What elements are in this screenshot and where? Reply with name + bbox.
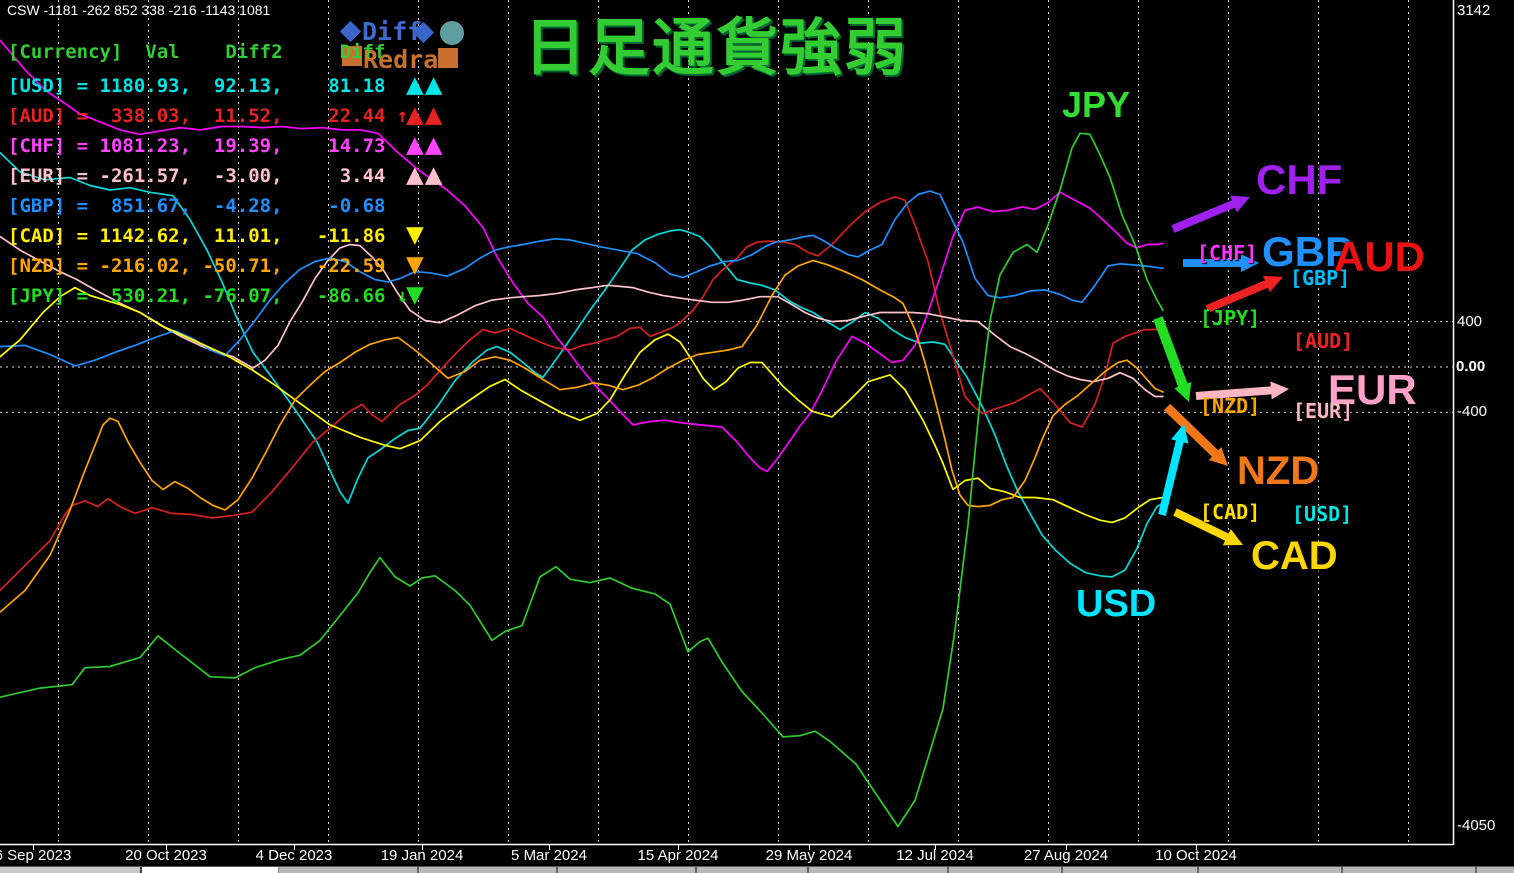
diff-button[interactable]: Diff bbox=[362, 17, 423, 46]
trend-triangle-icon: ▲▲ bbox=[406, 162, 444, 188]
currency-callout-aud[interactable]: AUD bbox=[1334, 233, 1425, 280]
series-tag-jpy[interactable]: [JPY] bbox=[1200, 306, 1261, 330]
scrollbar-thumb[interactable] bbox=[142, 867, 279, 873]
trend-triangle-icon: ▲▲ bbox=[406, 102, 444, 128]
usd-arrow-head[interactable] bbox=[1171, 424, 1189, 444]
legend-header: [Currency] Val Diff2 Diff bbox=[8, 41, 386, 63]
legend-row-text: [USD] = 1180.93, 92.13, 81.18 bbox=[8, 75, 386, 97]
series-tag-chf[interactable]: [CHF] bbox=[1197, 241, 1258, 265]
trend-triangle-icon: ▼ bbox=[406, 252, 425, 278]
legend-row-eur: [EUR] = -261.57, -3.00, 3.44 ▲▲ bbox=[8, 162, 442, 188]
currency-callout-nzd[interactable]: NZD bbox=[1237, 449, 1320, 493]
legend-row-text: [EUR] = -261.57, -3.00, 3.44 bbox=[8, 165, 386, 187]
series-tag-nzd[interactable]: [NZD] bbox=[1200, 394, 1261, 418]
series-tag-aud[interactable]: [AUD] bbox=[1293, 329, 1354, 353]
date-label: 19 Jan 2024 bbox=[380, 847, 464, 864]
trend-triangle-icon: ▲▲ bbox=[406, 72, 444, 98]
eur-arrow-head[interactable] bbox=[1270, 381, 1289, 400]
jpy-arrow[interactable] bbox=[1153, 316, 1189, 390]
legend-row-gbp: [GBP] = 851.67, -4.28, -0.68 bbox=[8, 195, 386, 217]
scrollbar-tick bbox=[1197, 867, 1199, 873]
date-label: 15 Apr 2024 bbox=[637, 847, 719, 864]
legend-row-text: [NZD] = -216.02, -50.71, -22.59 bbox=[8, 255, 386, 277]
series-usd[interactable] bbox=[0, 151, 1164, 578]
legend-row-aud: [AUD] = 338.03, 11.52, 22.44 ↑ ▲▲ bbox=[8, 102, 442, 128]
legend-row-chf: [CHF] = 1081.23, 19.39, 14.73 ▲▲ bbox=[8, 132, 442, 158]
scrollbar-tick bbox=[1061, 867, 1063, 873]
chf-arrow-head[interactable] bbox=[1229, 195, 1250, 213]
currency-callout-chf[interactable]: CHF bbox=[1256, 156, 1343, 203]
legend-row-text: [CHF] = 1081.23, 19.39, 14.73 bbox=[8, 135, 386, 157]
circle-button-icon[interactable] bbox=[440, 21, 464, 45]
aud-arrow[interactable] bbox=[1205, 279, 1271, 313]
trend-triangle-icon: ▼ bbox=[406, 222, 425, 248]
redraw-square-right-icon[interactable] bbox=[438, 48, 458, 68]
chart-title: 日足通貨強弱 bbox=[524, 11, 909, 84]
redraw-square-left-icon[interactable] bbox=[342, 46, 362, 66]
cad-arrow[interactable] bbox=[1173, 508, 1232, 543]
price-label-0.00: 0.00 bbox=[1456, 358, 1486, 375]
series-tag-gbp[interactable]: [GBP] bbox=[1290, 266, 1351, 290]
date-label: 10 Oct 2024 bbox=[1155, 847, 1237, 864]
usd-arrow[interactable] bbox=[1158, 437, 1185, 516]
scrollbar-tick bbox=[1341, 867, 1343, 873]
trend-triangle-icon: ▼ bbox=[406, 282, 425, 308]
scrollbar-segment-left[interactable] bbox=[0, 867, 142, 873]
date-label: 6 Sep 2023 bbox=[0, 847, 72, 864]
aud-arrow-head[interactable] bbox=[1262, 275, 1283, 293]
series-chf[interactable] bbox=[0, 39, 1164, 473]
legend-row-text: [CAD] = 1142.62, 11.01, -11.86 bbox=[8, 225, 386, 247]
scrollbar-tick bbox=[807, 867, 809, 873]
scrollbar-tick bbox=[556, 867, 558, 873]
currency-callout-usd[interactable]: USD bbox=[1076, 583, 1157, 625]
series-jpy[interactable] bbox=[0, 132, 1164, 828]
date-label: 4 Dec 2023 bbox=[255, 847, 333, 864]
series-cad[interactable] bbox=[0, 286, 1164, 524]
cad-arrow-head[interactable] bbox=[1222, 529, 1243, 546]
series-nzd[interactable] bbox=[0, 259, 1164, 613]
price-label--4050: -4050 bbox=[1457, 817, 1496, 835]
chf-arrow[interactable] bbox=[1171, 199, 1238, 233]
scrollbar-tick bbox=[947, 867, 949, 873]
date-label: 27 Aug 2024 bbox=[1023, 847, 1109, 864]
gbp-arrow-head[interactable] bbox=[1241, 254, 1259, 272]
date-label: 12 Jul 2024 bbox=[896, 847, 974, 864]
scrollbar-tick bbox=[1475, 867, 1477, 873]
series-tag-eur[interactable]: [EUR] bbox=[1293, 399, 1354, 423]
series-tag-cad[interactable]: [CAD] bbox=[1200, 500, 1261, 524]
series-tag-usd[interactable]: [USD] bbox=[1292, 502, 1353, 526]
series-aud[interactable] bbox=[0, 195, 1164, 592]
currency-callout-cad[interactable]: CAD bbox=[1251, 534, 1338, 578]
scrollbar-tick bbox=[695, 867, 697, 873]
nzd-arrow[interactable] bbox=[1163, 403, 1221, 459]
jpy-arrow-head[interactable] bbox=[1174, 381, 1192, 402]
currency-callout-jpy[interactable]: JPY bbox=[1062, 84, 1131, 125]
legend-row-jpy: [JPY] = 530.21, -76.07, -86.66 ↓ ▼ bbox=[8, 282, 424, 308]
date-label: 5 Mar 2024 bbox=[511, 847, 587, 864]
nzd-arrow-head[interactable] bbox=[1208, 447, 1228, 466]
series-eur[interactable] bbox=[0, 235, 1164, 398]
legend-row-text: [GBP] = 851.67, -4.28, -0.68 bbox=[8, 195, 386, 217]
series-gbp[interactable] bbox=[0, 190, 1164, 367]
currency-callout-gbp[interactable]: GBP bbox=[1262, 228, 1354, 275]
trend-triangle-icon: ▲▲ bbox=[406, 132, 444, 158]
legend-row-text: [JPY] = 530.21, -76.07, -86.66 ↓ bbox=[8, 285, 409, 307]
scrollbar-tick bbox=[417, 867, 419, 873]
legend-row-usd: [USD] = 1180.93, 92.13, 81.18 ▲▲ bbox=[8, 72, 442, 98]
price-label--400: -400 bbox=[1457, 403, 1488, 421]
eur-arrow[interactable] bbox=[1195, 386, 1275, 400]
price-label-3142: 3142 bbox=[1457, 1, 1491, 19]
date-label: 20 Oct 2023 bbox=[125, 847, 207, 864]
date-label: 29 May 2024 bbox=[765, 847, 853, 864]
legend-row-text: [AUD] = 338.03, 11.52, 22.44 ↑ bbox=[8, 105, 409, 127]
indicator-values-line: CSW -1181 -262 852 338 -216 -1143 1081 bbox=[7, 2, 271, 18]
price-label-400: 400 bbox=[1457, 312, 1483, 330]
bottom-scrollbar[interactable] bbox=[0, 866, 1514, 873]
legend-row-cad: [CAD] = 1142.62, 11.01, -11.86 ▼ bbox=[8, 222, 424, 248]
legend-row-nzd: [NZD] = -216.02, -50.71, -22.59 ▼ bbox=[8, 252, 424, 278]
currency-callout-eur[interactable]: EUR bbox=[1328, 366, 1417, 413]
